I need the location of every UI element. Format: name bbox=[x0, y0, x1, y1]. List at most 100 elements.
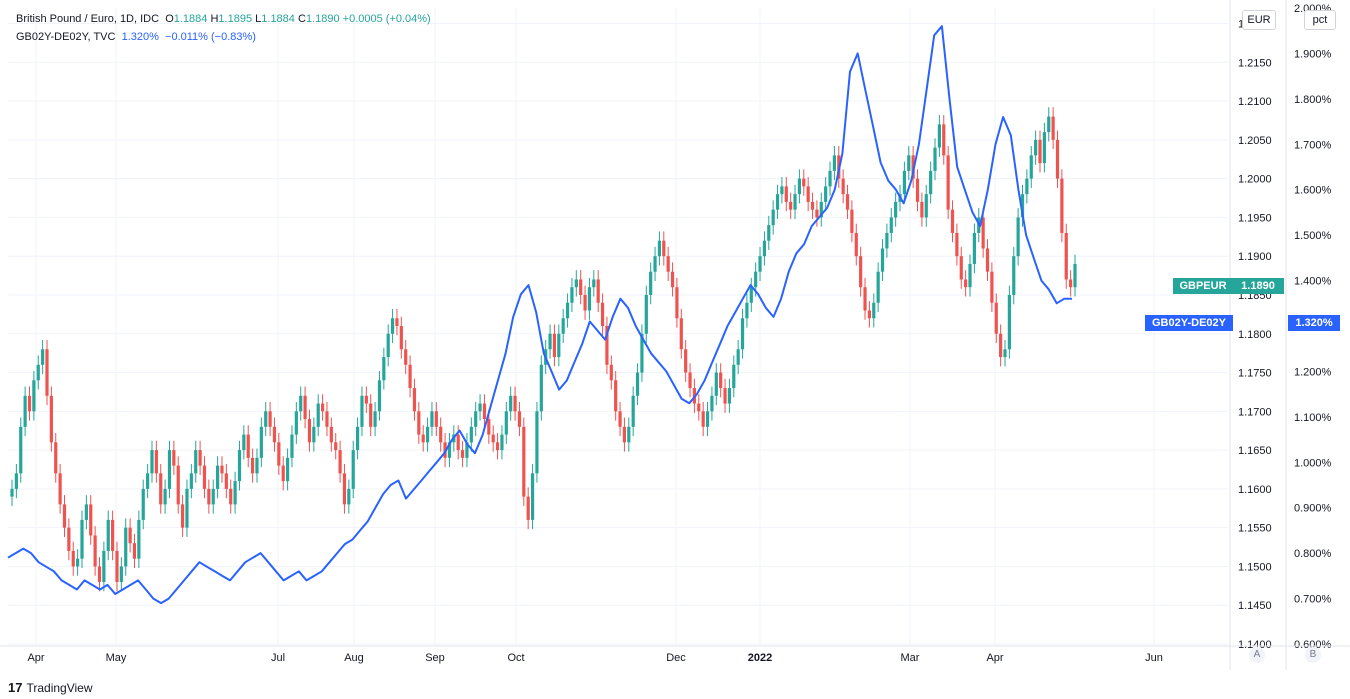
candle-body bbox=[172, 450, 176, 466]
candle-body bbox=[456, 434, 460, 451]
candle-body bbox=[93, 535, 97, 567]
auto-scale-button-right[interactable]: B bbox=[1305, 647, 1321, 663]
y-right-tick-label: 1.000% bbox=[1294, 457, 1332, 469]
right-scale-unit[interactable]: pct bbox=[1304, 10, 1336, 30]
candle-body bbox=[964, 279, 968, 288]
legend-close-label: C bbox=[297, 13, 306, 25]
candle-body bbox=[1055, 139, 1060, 179]
candle-body bbox=[49, 395, 53, 443]
candle-body bbox=[845, 194, 850, 210]
candle-body bbox=[705, 411, 710, 427]
left-scale-unit[interactable]: EUR bbox=[1242, 10, 1276, 30]
candle-body bbox=[653, 256, 657, 272]
candle-body bbox=[233, 481, 237, 505]
candle-body bbox=[430, 411, 434, 427]
candle-body bbox=[876, 271, 880, 303]
candle-body bbox=[342, 473, 347, 505]
candle-body bbox=[137, 519, 141, 559]
candle-body bbox=[150, 450, 154, 474]
candle-body bbox=[124, 527, 128, 567]
candle-body bbox=[1051, 116, 1055, 140]
candle-body bbox=[469, 426, 473, 443]
candle-body bbox=[762, 240, 767, 257]
candle-body bbox=[657, 240, 662, 257]
candle-body bbox=[679, 318, 683, 350]
legend-low-label: L bbox=[255, 13, 262, 25]
candle-body bbox=[19, 426, 23, 474]
candle-body bbox=[277, 442, 281, 466]
candle-body bbox=[789, 201, 793, 210]
legend-overlay[interactable]: GB02Y-DE02Y, TVC 1.320% −0.011% (−0.83%) bbox=[16, 31, 256, 43]
candle-body bbox=[565, 302, 570, 319]
candle-body bbox=[710, 395, 714, 412]
candle-body bbox=[600, 302, 605, 326]
candle-body bbox=[386, 333, 390, 358]
y-left-tick-label: 1.1950 bbox=[1238, 212, 1272, 224]
candle-body bbox=[417, 411, 421, 435]
candle-body bbox=[482, 403, 487, 420]
candle-body bbox=[727, 388, 732, 404]
candle-body bbox=[754, 271, 758, 288]
candle-body bbox=[701, 411, 705, 427]
legend-main[interactable]: British Pound / Euro, 1D, IDC O1.1884 H1… bbox=[16, 13, 431, 25]
candle-body bbox=[583, 294, 587, 311]
legend-main-symbol[interactable]: British Pound / Euro, 1D, IDC bbox=[16, 13, 160, 25]
candle-body bbox=[675, 287, 679, 319]
candle-body bbox=[771, 209, 775, 226]
yield-value-tag: 1.320% bbox=[1288, 315, 1340, 331]
candle-body bbox=[627, 426, 631, 443]
candle-body bbox=[775, 194, 780, 210]
y-left-tick-label: 1.1700 bbox=[1238, 406, 1272, 418]
candle-body bbox=[1060, 178, 1064, 233]
candle-body bbox=[587, 287, 592, 311]
candle-body bbox=[758, 256, 762, 272]
candle-body bbox=[736, 349, 740, 365]
candle-body bbox=[1003, 349, 1007, 358]
candle-body bbox=[80, 519, 84, 559]
candle-body bbox=[924, 194, 928, 218]
candle-body bbox=[67, 527, 71, 551]
legend-overlay-symbol[interactable]: GB02Y-DE02Y, TVC bbox=[16, 31, 116, 43]
candle-body bbox=[605, 326, 609, 365]
candle-body bbox=[889, 217, 893, 233]
candle-body bbox=[307, 419, 312, 443]
candle-body bbox=[644, 294, 648, 334]
candle-body bbox=[316, 403, 320, 427]
candle-body bbox=[97, 566, 102, 582]
tradingview-logo-icon: 17 bbox=[8, 680, 23, 695]
y-right-tick-label: 1.400% bbox=[1294, 276, 1332, 288]
candle-body bbox=[119, 566, 123, 582]
y-right-tick-label: 1.200% bbox=[1294, 366, 1332, 378]
candle-body bbox=[14, 473, 18, 489]
candle-body bbox=[146, 473, 150, 489]
candle-body bbox=[465, 442, 469, 458]
candle-body bbox=[167, 450, 172, 489]
candle-body bbox=[259, 426, 263, 458]
y-right-tick-label: 1.900% bbox=[1294, 48, 1332, 60]
candle-body bbox=[631, 395, 635, 427]
candle-body bbox=[404, 349, 408, 365]
tradingview-brand[interactable]: 17 TradingView bbox=[8, 680, 93, 695]
x-tick-label: Jun bbox=[1145, 652, 1163, 664]
x-tick-label: Apr bbox=[27, 652, 44, 664]
candle-body bbox=[474, 411, 478, 427]
candle-body bbox=[176, 465, 180, 505]
candle-body bbox=[299, 395, 303, 412]
candle-body bbox=[128, 527, 132, 544]
candle-body bbox=[990, 271, 994, 303]
candle-body bbox=[395, 318, 399, 326]
candle-body bbox=[159, 473, 163, 505]
auto-scale-button-left[interactable]: A bbox=[1249, 647, 1265, 663]
y-right-tick-label: 0.800% bbox=[1294, 548, 1332, 560]
candle-body bbox=[27, 395, 32, 412]
candle-body bbox=[224, 473, 228, 489]
candle-body bbox=[749, 287, 753, 303]
candle-body bbox=[793, 194, 797, 210]
candle-body bbox=[36, 364, 40, 381]
candle-body bbox=[859, 256, 863, 288]
candle-body bbox=[23, 395, 27, 427]
candle-body bbox=[574, 279, 578, 288]
y-left-tick-label: 1.2150 bbox=[1238, 57, 1272, 69]
candle-body bbox=[622, 426, 627, 443]
